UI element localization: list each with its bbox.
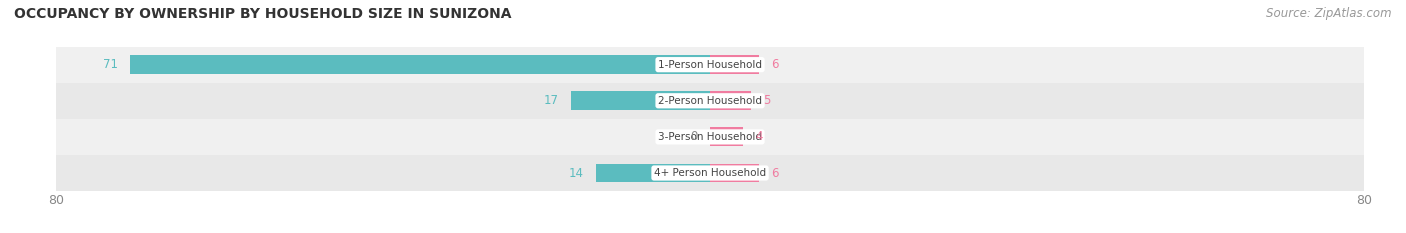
Bar — [56, 83, 1364, 119]
Bar — [56, 119, 1364, 155]
Bar — [56, 47, 1364, 83]
Bar — [710, 55, 759, 74]
Bar — [596, 164, 710, 182]
Bar — [571, 91, 710, 110]
Text: 2-Person Household: 2-Person Household — [658, 96, 762, 106]
Bar — [129, 55, 710, 74]
Text: 14: 14 — [568, 167, 583, 179]
Text: 71: 71 — [103, 58, 118, 71]
Text: 5: 5 — [763, 94, 770, 107]
Text: 3-Person Household: 3-Person Household — [658, 132, 762, 142]
Text: 6: 6 — [772, 58, 779, 71]
Text: Source: ZipAtlas.com: Source: ZipAtlas.com — [1267, 7, 1392, 20]
Bar — [710, 127, 742, 146]
Text: 17: 17 — [544, 94, 558, 107]
Text: OCCUPANCY BY OWNERSHIP BY HOUSEHOLD SIZE IN SUNIZONA: OCCUPANCY BY OWNERSHIP BY HOUSEHOLD SIZE… — [14, 7, 512, 21]
Text: 4+ Person Household: 4+ Person Household — [654, 168, 766, 178]
Text: 4: 4 — [755, 130, 762, 143]
Text: 6: 6 — [772, 167, 779, 179]
Bar — [56, 155, 1364, 191]
Text: 1-Person Household: 1-Person Household — [658, 60, 762, 70]
Bar — [710, 164, 759, 182]
Bar — [710, 91, 751, 110]
Text: 0: 0 — [690, 130, 697, 143]
